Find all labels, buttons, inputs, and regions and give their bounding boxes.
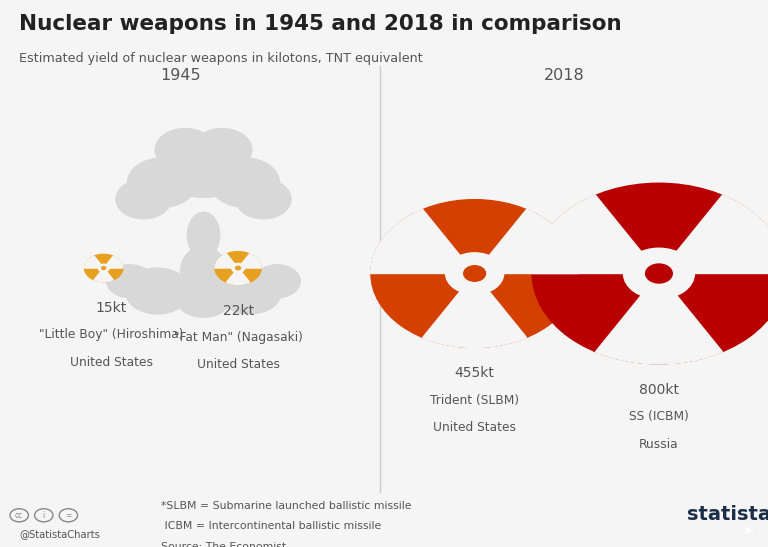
Circle shape (445, 253, 504, 294)
Text: cc: cc (15, 511, 23, 520)
Text: Russia: Russia (639, 438, 679, 451)
Text: @StatistaCharts: @StatistaCharts (19, 529, 100, 539)
Circle shape (646, 264, 672, 283)
Wedge shape (595, 294, 723, 364)
Text: i: i (43, 511, 45, 520)
Text: 1945: 1945 (161, 68, 200, 83)
Circle shape (371, 200, 578, 347)
Circle shape (98, 264, 109, 272)
Wedge shape (241, 254, 261, 268)
Wedge shape (488, 210, 578, 274)
Circle shape (125, 268, 190, 314)
Wedge shape (84, 256, 101, 268)
Text: ICBM = Intercontinental ballistic missile: ICBM = Intercontinental ballistic missil… (161, 521, 382, 531)
Text: United States: United States (433, 421, 516, 434)
Ellipse shape (187, 212, 220, 258)
Text: 800kt: 800kt (639, 383, 679, 397)
Wedge shape (676, 195, 768, 274)
Text: 455kt: 455kt (455, 366, 495, 381)
Circle shape (84, 254, 123, 282)
Text: 15kt: 15kt (96, 301, 127, 315)
Circle shape (192, 129, 252, 171)
Circle shape (464, 266, 485, 281)
Circle shape (217, 268, 282, 314)
Wedge shape (532, 195, 642, 274)
Wedge shape (371, 210, 461, 274)
Text: 2018: 2018 (544, 68, 585, 83)
Text: United States: United States (70, 356, 153, 369)
Text: "Fat Man" (Nagasaki): "Fat Man" (Nagasaki) (174, 331, 303, 344)
Circle shape (155, 129, 215, 171)
Wedge shape (94, 271, 114, 282)
Text: Trident (SLBM): Trident (SLBM) (430, 394, 519, 407)
Circle shape (624, 248, 694, 299)
Text: statista: statista (687, 505, 768, 524)
Text: Source: The Economist: Source: The Economist (161, 542, 286, 547)
Circle shape (215, 252, 261, 284)
Circle shape (176, 278, 231, 317)
Text: 22kt: 22kt (223, 304, 253, 318)
Ellipse shape (180, 247, 227, 296)
Text: United States: United States (197, 358, 280, 371)
Circle shape (232, 264, 244, 272)
Wedge shape (106, 256, 123, 268)
Text: *SLBM = Submarine launched ballistic missile: *SLBM = Submarine launched ballistic mis… (161, 501, 412, 510)
Circle shape (236, 266, 240, 270)
Circle shape (532, 183, 768, 364)
Circle shape (116, 179, 171, 219)
Text: "Little Boy" (Hiroshima): "Little Boy" (Hiroshima) (39, 328, 184, 341)
Circle shape (127, 158, 197, 207)
Wedge shape (422, 290, 527, 347)
Circle shape (101, 266, 106, 270)
Circle shape (236, 179, 291, 219)
Wedge shape (227, 272, 250, 284)
Text: Estimated yield of nuclear weapons in kilotons, TNT equivalent: Estimated yield of nuclear weapons in ki… (19, 52, 423, 65)
Text: =: = (65, 511, 71, 520)
Text: SS (ICBM): SS (ICBM) (629, 410, 689, 423)
Circle shape (107, 265, 153, 298)
Text: Nuclear weapons in 1945 and 2018 in comparison: Nuclear weapons in 1945 and 2018 in comp… (19, 14, 622, 34)
Circle shape (210, 158, 280, 207)
Circle shape (160, 135, 247, 197)
Wedge shape (215, 254, 235, 268)
Circle shape (254, 265, 300, 298)
